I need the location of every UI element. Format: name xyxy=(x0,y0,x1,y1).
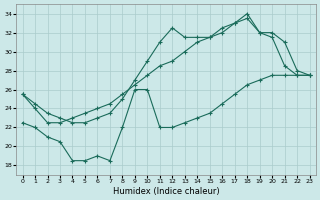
X-axis label: Humidex (Indice chaleur): Humidex (Indice chaleur) xyxy=(113,187,220,196)
